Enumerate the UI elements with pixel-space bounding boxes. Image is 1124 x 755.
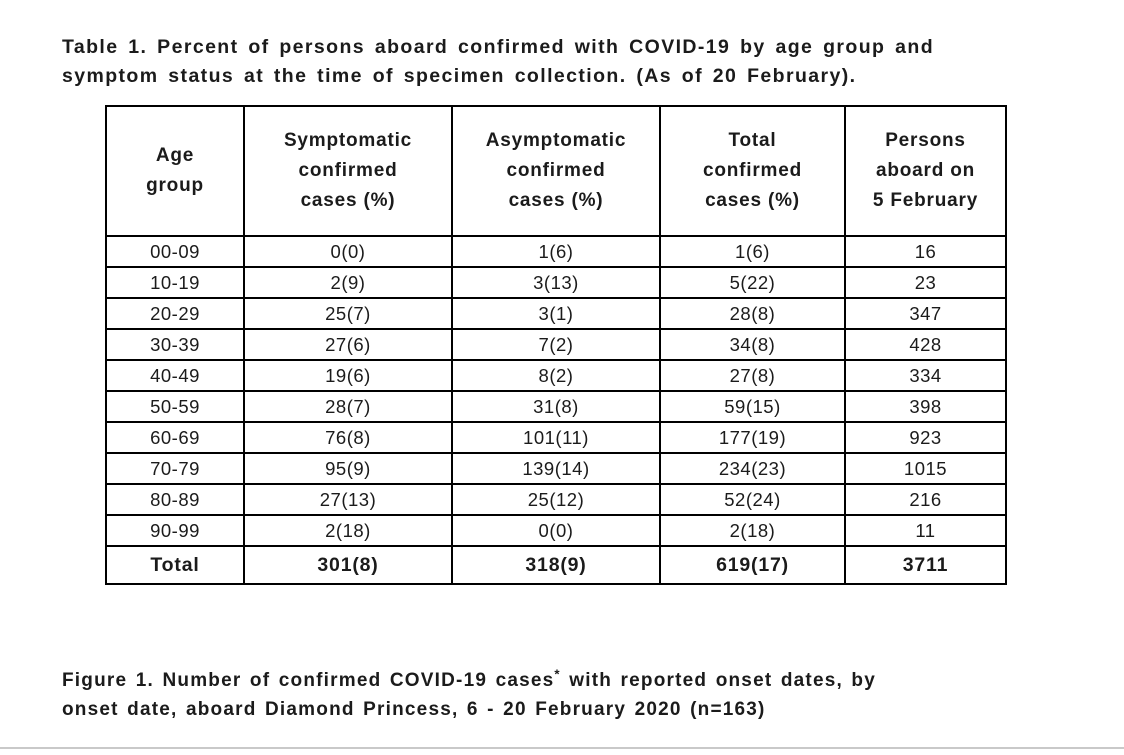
value-cell: 923 bbox=[844, 421, 1007, 454]
value-cell: 318(9) bbox=[451, 545, 661, 585]
value-cell: 234(23) bbox=[659, 452, 846, 485]
age-group-cell: 50-59 bbox=[105, 390, 245, 423]
table-row: 40-49 19(6) 8(2) 27(8) 334 bbox=[105, 359, 1007, 392]
value-cell: 11 bbox=[844, 514, 1007, 547]
age-group-cell: 00-09 bbox=[105, 235, 245, 268]
value-cell: 76(8) bbox=[243, 421, 453, 454]
table-row: 70-79 95(9) 139(14) 234(23) 1015 bbox=[105, 452, 1007, 485]
table-row: 10-19 2(9) 3(13) 5(22) 23 bbox=[105, 266, 1007, 299]
value-cell: 0(0) bbox=[243, 235, 453, 268]
value-cell: 27(6) bbox=[243, 328, 453, 361]
value-cell: 428 bbox=[844, 328, 1007, 361]
value-cell: 5(22) bbox=[659, 266, 846, 299]
value-cell: 25(12) bbox=[451, 483, 661, 516]
age-group-cell: 10-19 bbox=[105, 266, 245, 299]
value-cell: 2(9) bbox=[243, 266, 453, 299]
age-group-cell: 70-79 bbox=[105, 452, 245, 485]
table-row: 30-39 27(6) 7(2) 34(8) 428 bbox=[105, 328, 1007, 361]
value-cell: 398 bbox=[844, 390, 1007, 423]
table-body: 00-09 0(0) 1(6) 1(6) 16 10-19 2(9) 3(13) 5(22) 23… bbox=[105, 235, 1007, 585]
value-cell: 27(8) bbox=[659, 359, 846, 392]
value-cell: 59(15) bbox=[659, 390, 846, 423]
table-row: 90-99 2(18) 0(0) 2(18) 11 bbox=[105, 514, 1007, 547]
figure-caption-prefix: Figure 1. Number of confirmed COVID-19 c… bbox=[62, 670, 555, 691]
value-cell: 34(8) bbox=[659, 328, 846, 361]
bottom-divider bbox=[0, 747, 1124, 749]
age-group-cell: 30-39 bbox=[105, 328, 245, 361]
value-cell: 19(6) bbox=[243, 359, 453, 392]
table-row: 80-89 27(13) 25(12) 52(24) 216 bbox=[105, 483, 1007, 516]
column-header: Age group bbox=[105, 105, 245, 237]
value-cell: 2(18) bbox=[243, 514, 453, 547]
value-cell: 2(18) bbox=[659, 514, 846, 547]
value-cell: 216 bbox=[844, 483, 1007, 516]
table-row: 20-29 25(7) 3(1) 28(8) 347 bbox=[105, 297, 1007, 330]
figure-caption-suffix: with reported onset dates, by bbox=[560, 670, 877, 691]
value-cell: 25(7) bbox=[243, 297, 453, 330]
value-cell: 301(8) bbox=[243, 545, 453, 585]
figure-caption: Figure 1. Number of confirmed COVID-19 c… bbox=[62, 666, 1102, 724]
column-header: Symptomatic confirmed cases (%) bbox=[243, 105, 453, 237]
value-cell: 139(14) bbox=[451, 452, 661, 485]
table-total-row: Total 301(8) 318(9) 619(17) 3711 bbox=[105, 545, 1007, 585]
value-cell: 0(0) bbox=[451, 514, 661, 547]
column-header: Asymptomatic confirmed cases (%) bbox=[451, 105, 661, 237]
column-header: Persons aboard on 5 February bbox=[844, 105, 1007, 237]
value-cell: 347 bbox=[844, 297, 1007, 330]
table-title-line2: symptom status at the time of specimen c… bbox=[62, 65, 857, 87]
value-cell: 95(9) bbox=[243, 452, 453, 485]
value-cell: 28(8) bbox=[659, 297, 846, 330]
age-group-cell: 60-69 bbox=[105, 421, 245, 454]
table-title: Table 1. Percent of persons aboard confi… bbox=[62, 33, 1102, 91]
value-cell: 1(6) bbox=[451, 235, 661, 268]
age-group-cell: 40-49 bbox=[105, 359, 245, 392]
table-row: 50-59 28(7) 31(8) 59(15) 398 bbox=[105, 390, 1007, 423]
value-cell: 619(17) bbox=[659, 545, 846, 585]
covid-age-table: Age group Symptomatic confirmed cases (%)… bbox=[105, 105, 1007, 585]
value-cell: 28(7) bbox=[243, 390, 453, 423]
age-group-cell: Total bbox=[105, 545, 245, 585]
value-cell: 8(2) bbox=[451, 359, 661, 392]
age-group-cell: 20-29 bbox=[105, 297, 245, 330]
value-cell: 23 bbox=[844, 266, 1007, 299]
value-cell: 3(13) bbox=[451, 266, 661, 299]
value-cell: 31(8) bbox=[451, 390, 661, 423]
column-header: Total confirmed cases (%) bbox=[659, 105, 846, 237]
table-row: 60-69 76(8) 101(11) 177(19) 923 bbox=[105, 421, 1007, 454]
value-cell: 3711 bbox=[844, 545, 1007, 585]
value-cell: 334 bbox=[844, 359, 1007, 392]
value-cell: 16 bbox=[844, 235, 1007, 268]
value-cell: 3(1) bbox=[451, 297, 661, 330]
value-cell: 177(19) bbox=[659, 421, 846, 454]
value-cell: 27(13) bbox=[243, 483, 453, 516]
asterisk-footnote-marker: * bbox=[554, 666, 561, 682]
value-cell: 1015 bbox=[844, 452, 1007, 485]
table-title-line1: Table 1. Percent of persons aboard confi… bbox=[62, 36, 935, 58]
age-group-cell: 90-99 bbox=[105, 514, 245, 547]
table-row: 00-09 0(0) 1(6) 1(6) 16 bbox=[105, 235, 1007, 268]
value-cell: 7(2) bbox=[451, 328, 661, 361]
value-cell: 1(6) bbox=[659, 235, 846, 268]
value-cell: 52(24) bbox=[659, 483, 846, 516]
value-cell: 101(11) bbox=[451, 421, 661, 454]
table-header-row: Age group Symptomatic confirmed cases (%)… bbox=[105, 105, 1007, 237]
figure-caption-line2: onset date, aboard Diamond Princess, 6 -… bbox=[62, 699, 766, 720]
age-group-cell: 80-89 bbox=[105, 483, 245, 516]
